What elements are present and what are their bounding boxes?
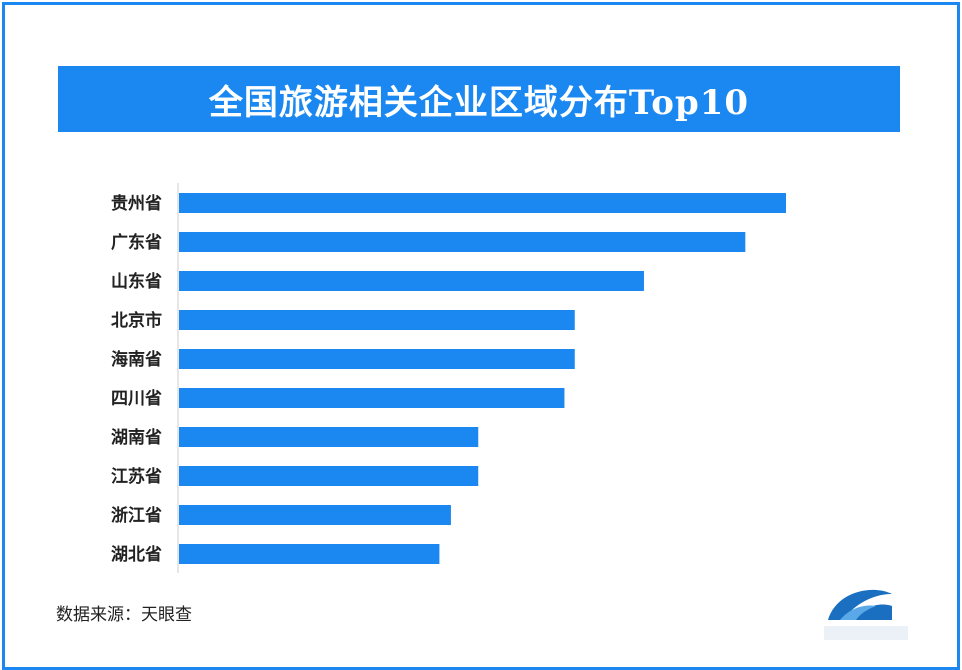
bar-9 [179,505,451,525]
bar-4 [179,310,575,330]
bar-6 [179,388,565,408]
category-label-3: 山东省 [111,271,162,292]
bar-2 [179,232,746,252]
publisher-logo-icon [824,589,908,640]
category-label-10: 湖北省 [111,544,162,565]
bar-10 [179,544,440,564]
bar-8 [179,466,479,486]
chart-title: 全国旅游相关企业区域分布Top10 [208,82,750,123]
bar-5 [179,349,575,369]
category-label-9: 浙江省 [111,505,162,526]
category-label-5: 海南省 [111,349,162,370]
category-label-6: 四川省 [111,388,162,409]
title-banner: 全国旅游相关企业区域分布Top10 [58,66,900,132]
category-label-1: 贵州省 [111,193,162,214]
bars-group [179,193,786,564]
category-label-8: 江苏省 [111,466,162,487]
bar-1 [179,193,786,213]
bar-7 [179,427,479,447]
bar-3 [179,271,644,291]
category-label-4: 北京市 [111,310,162,331]
data-source-note: 数据来源：天眼查 [56,605,192,625]
category-label-2: 广东省 [111,232,162,253]
category-label-7: 湖南省 [111,427,162,448]
